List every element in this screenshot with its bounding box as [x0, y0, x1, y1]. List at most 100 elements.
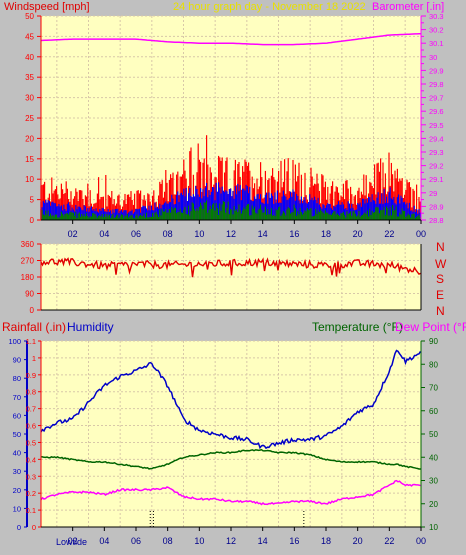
rain-y-tick-label: 0.8 [26, 388, 36, 397]
grid-layer [41, 15, 421, 528]
wind-y-tick-label: 50 [25, 12, 34, 21]
compass-w: W [435, 257, 447, 271]
temperature-y-tick-label: 40 [429, 453, 438, 462]
barometer-line [40, 32, 422, 46]
barometer-tick-label: 29.4 [429, 134, 444, 143]
compass-e: E [436, 288, 445, 302]
humidity-x-tick-label: 12 [226, 536, 236, 546]
humidity-title: Humidity [67, 320, 114, 334]
wind-x-tick-label: 18 [321, 229, 331, 239]
barometer-tick-label: 29.2 [429, 162, 444, 171]
wind-y-tick-label: 40 [25, 53, 34, 62]
humidity-y-tick-label: 10 [13, 504, 21, 513]
chart-title: 24 hour graph day - November 18 2022 [173, 1, 366, 13]
rain-y-tick-label: 1 [32, 354, 36, 363]
rain-y-tick-label: 0.7 [26, 405, 36, 414]
wind-x-tick-label: 02 [68, 229, 78, 239]
wind-x-tick-label: 06 [131, 229, 141, 239]
temperature-y-tick-label: 20 [429, 500, 438, 509]
humidity-y-tick-label: 100 [8, 337, 21, 346]
rain-y-tick-label: 0.3 [26, 472, 36, 481]
rainfall-title: Rainfall (.in) [2, 320, 67, 334]
barometer-tick-label: 30.3 [429, 12, 444, 21]
tick-labels-layer: 0510152025303540455028.828.92929.129.229… [8, 12, 443, 546]
humidity-x-tick-label: 02 [68, 536, 78, 546]
humidity-y-tick-label: 60 [13, 411, 21, 420]
direction-y-tick-label: 270 [21, 257, 35, 266]
lowtide-label: Lowtide [56, 537, 88, 547]
rain-y-tick-label: 0.9 [26, 371, 36, 380]
humidity-y-tick-label: 30 [13, 467, 21, 476]
wind-x-tick-label: 04 [99, 229, 109, 239]
compass-n-top: N [436, 240, 445, 254]
barometer-tick-label: 28.8 [429, 216, 444, 225]
dewpoint-line [40, 479, 421, 506]
barometer-title: Barometer [.in] [372, 1, 445, 13]
barometer-tick-label: 29 [429, 189, 437, 198]
humidity-x-tick-label: 10 [194, 536, 204, 546]
temperature-y-tick-label: 90 [429, 337, 438, 346]
rain-y-tick-label: 0.5 [26, 438, 36, 447]
wind-y-tick-label: 25 [25, 114, 34, 123]
barometer-tick-label: 29.1 [429, 175, 444, 184]
humidity-panel [41, 341, 421, 527]
wind-x-tick-label: 00 [416, 229, 426, 239]
temperature-y-tick-label: 60 [429, 407, 438, 416]
barometer-tick-label: 29.3 [429, 148, 444, 157]
humidity-x-tick-label: 06 [131, 536, 141, 546]
barometer-tick-label: 29.7 [429, 94, 444, 103]
axes-layer [24, 15, 426, 531]
humidity-x-tick-label: 18 [321, 536, 331, 546]
temperature-y-tick-label: 30 [429, 477, 438, 486]
data-layer [40, 32, 422, 527]
barometer-tick-label: 29.5 [429, 121, 444, 130]
humidity-y-tick-label: 80 [13, 374, 21, 383]
humidity-x-tick-label: 22 [384, 536, 394, 546]
direction-y-tick-label: 360 [21, 240, 35, 249]
rain-y-tick-label: 0.1 [26, 506, 36, 515]
wind-title: Windspeed [mph] [4, 1, 90, 13]
humidity-line [40, 349, 422, 450]
compass-s: S [436, 272, 445, 286]
wind-y-tick-label: 45 [25, 32, 34, 41]
compass-n-bottom: N [436, 304, 445, 318]
barometer-tick-label: 29.8 [429, 80, 444, 89]
direction-y-tick-label: 180 [21, 273, 35, 282]
humidity-x-tick-label: 00 [416, 536, 426, 546]
wind-x-tick-label: 22 [384, 229, 394, 239]
wind-x-tick-label: 10 [194, 229, 204, 239]
humidity-y-tick-label: 50 [13, 430, 21, 439]
temperature-title: Temperature (°F) [312, 320, 403, 334]
humidity-y-tick-label: 20 [13, 486, 21, 495]
barometer-tick-label: 28.9 [429, 202, 444, 211]
wind-x-tick-label: 14 [258, 229, 268, 239]
wind-y-tick-label: 0 [30, 216, 35, 225]
rain-y-tick-label: 0.4 [26, 455, 36, 464]
temperature-y-tick-label: 10 [429, 523, 438, 532]
humidity-y-tick-label: 90 [13, 356, 21, 365]
barometer-tick-label: 29.9 [429, 66, 444, 75]
humidity-x-tick-label: 14 [258, 536, 268, 546]
barometer-tick-label: 29.6 [429, 107, 444, 116]
dewpoint-title: Dew Point (°F) [395, 320, 466, 334]
temperature-y-tick-label: 70 [429, 384, 438, 393]
wind-y-tick-label: 5 [30, 196, 35, 205]
barometer-tick-label: 30.2 [429, 26, 444, 35]
barometer-tick-label: 30 [429, 53, 437, 62]
wind-y-tick-label: 15 [25, 155, 34, 164]
wind-x-tick-label: 12 [226, 229, 236, 239]
wind-y-tick-label: 20 [25, 134, 34, 143]
humidity-x-tick-label: 16 [289, 536, 299, 546]
temperature-line [40, 448, 421, 470]
humidity-x-tick-label: 08 [163, 536, 173, 546]
direction-line [40, 257, 421, 278]
rain-y-tick-label: 1.1 [26, 337, 36, 346]
direction-y-tick-label: 0 [30, 306, 35, 315]
humidity-x-tick-label: 20 [353, 536, 363, 546]
wind-y-tick-label: 35 [25, 73, 34, 82]
temperature-y-tick-label: 50 [429, 430, 438, 439]
rain-y-tick-label: 0.6 [26, 422, 36, 431]
humidity-x-tick-label: 04 [99, 536, 109, 546]
temperature-y-tick-label: 80 [429, 360, 438, 369]
